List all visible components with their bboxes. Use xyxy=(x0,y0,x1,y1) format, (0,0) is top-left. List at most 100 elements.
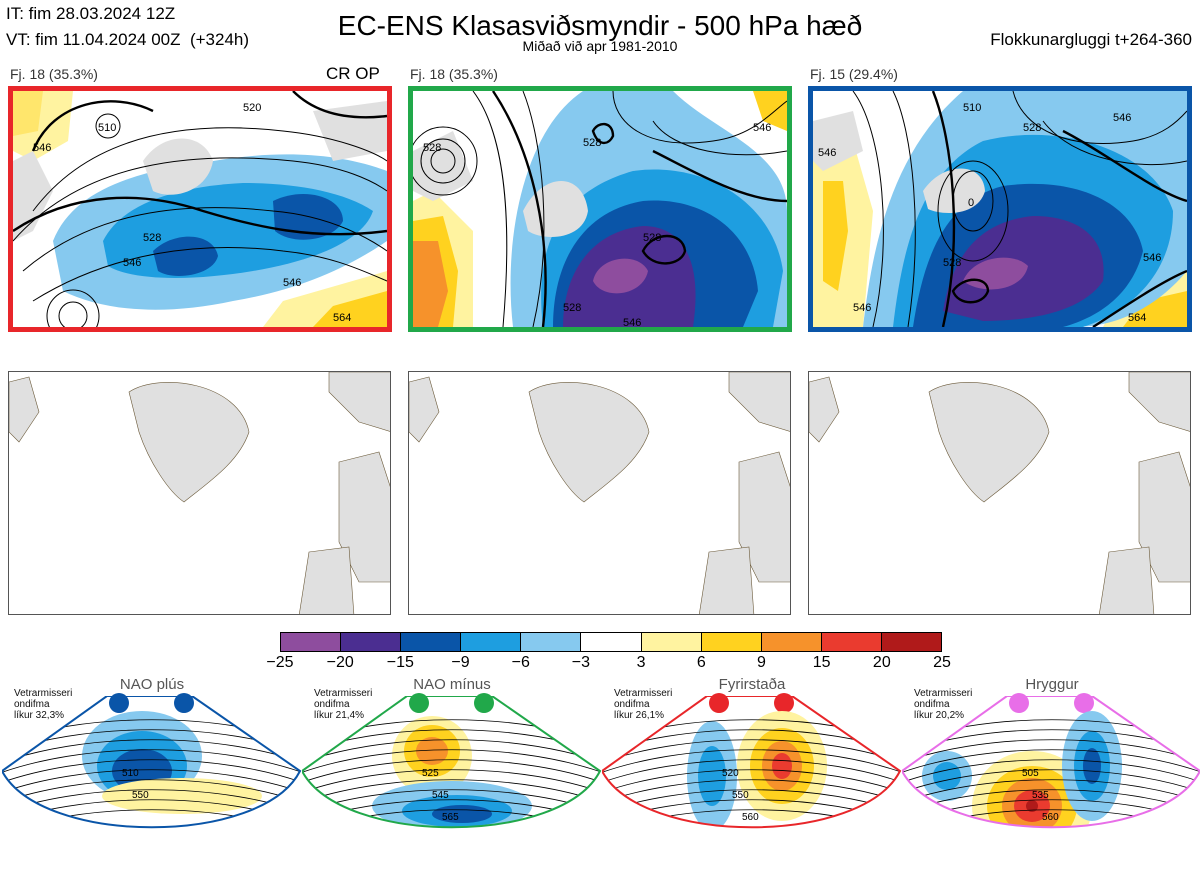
colorbar-segment xyxy=(701,633,762,651)
colorbar-tick-label: −3 xyxy=(571,654,591,671)
height-contour xyxy=(2,749,300,777)
empty-map-2 xyxy=(408,371,791,615)
regime-frame xyxy=(302,696,602,829)
regime-marker-dot xyxy=(774,693,794,713)
anomaly-area xyxy=(1026,800,1038,812)
height-contour xyxy=(602,749,900,777)
cluster-1-contour-label: 520 xyxy=(243,102,261,114)
colorbar-segment xyxy=(641,633,702,651)
height-contour xyxy=(2,759,300,787)
cluster-1-map: 546 528 510 546 546 564 520 xyxy=(8,86,392,332)
regime-meta-line: ondifma xyxy=(914,699,950,710)
regime-contour-label: 525 xyxy=(422,768,439,779)
regime-contour-label: 510 xyxy=(122,768,139,779)
height-contour xyxy=(902,779,1200,807)
cluster-3-contour-label: 564 xyxy=(1128,312,1146,324)
regime-contour-label: 560 xyxy=(742,812,759,823)
regime-meta-line: Vetrarmisseri xyxy=(314,688,373,699)
colorbar-tick-label: 20 xyxy=(872,654,891,671)
colorbar-tick-label: 6 xyxy=(696,654,706,671)
colorbar-segment xyxy=(461,633,522,651)
regime-title: NAO mínus xyxy=(413,676,491,693)
colorbar-tick-label: 25 xyxy=(933,654,951,671)
valid-time: VT: fim 11.04.2024 00Z (+324h) xyxy=(6,30,250,49)
regime-meta-line: líkur 32,3% xyxy=(14,710,65,721)
regime-map: 520 550 560 xyxy=(602,696,902,829)
cluster-1-contour-label: 564 xyxy=(333,312,351,324)
cluster-2-map: 528 528 546 528 546 528 xyxy=(408,86,792,332)
height-contour xyxy=(902,749,1200,777)
regime-meta-line: líkur 26,1% xyxy=(614,710,665,721)
anomaly-colorbar xyxy=(280,632,942,652)
cluster-3-contour-label: 528 xyxy=(943,257,961,269)
cluster-2-contour-label: 528 xyxy=(643,232,661,244)
regime-map: 525 545 565 xyxy=(302,696,602,829)
anomaly-area xyxy=(1083,748,1101,784)
colorbar-tick-label: 9 xyxy=(757,654,766,671)
regime-meta-line: Vetrarmisseri xyxy=(614,688,673,699)
colorbar-segment xyxy=(341,633,402,651)
colorbar-tick-label: −20 xyxy=(326,654,354,671)
cluster-3-contour-label: 0 xyxy=(968,197,974,209)
cluster-3-contour-label: 546 xyxy=(1143,252,1161,264)
regime-contour-label: 550 xyxy=(732,790,749,801)
cluster-2-contour-label: 528 xyxy=(583,137,601,149)
cluster-2-contour-label: 528 xyxy=(563,302,581,314)
regime-map: 510 550 xyxy=(2,696,302,829)
regime-contour-label: 535 xyxy=(1032,790,1049,801)
regime-title: Hryggur xyxy=(1025,676,1079,693)
regime-marker-dot xyxy=(474,693,494,713)
page-title: EC-ENS Klasasviðsmyndir - 500 hPa hæð xyxy=(337,10,863,41)
colorbar-segment xyxy=(761,633,822,651)
height-contour xyxy=(902,759,1200,787)
colorbar-tick-label: −25 xyxy=(266,654,294,671)
regime-contour-label: 550 xyxy=(132,790,149,801)
regime-meta-line: ondifma xyxy=(14,699,50,710)
height-contour xyxy=(302,759,600,787)
cluster-3-contour-label: 546 xyxy=(853,302,871,314)
cluster-1-contour-label: 546 xyxy=(123,257,141,269)
regime-meta-line: Vetrarmisseri xyxy=(914,688,973,699)
empty-map-1 xyxy=(8,371,391,615)
regime-marker-dot xyxy=(409,693,429,713)
cluster-1-contour-label: 546 xyxy=(33,142,51,154)
height-contour xyxy=(902,769,1200,797)
empty-map-3 xyxy=(808,371,1191,615)
regime-marker-dot xyxy=(174,693,194,713)
colorbar-segment xyxy=(401,633,462,651)
cluster-3-label: Fj. 15 (29.4%) xyxy=(810,66,898,82)
regime-contour-label: 545 xyxy=(432,790,449,801)
height-contour xyxy=(2,769,300,797)
cluster-1-contour-label: 528 xyxy=(143,232,161,244)
height-contour xyxy=(902,719,1200,747)
regime-contour-label: 520 xyxy=(722,768,739,779)
cluster-1-contour-label: 546 xyxy=(283,277,301,289)
regime-map: 505 535 560 xyxy=(902,696,1200,871)
colorbar-segment xyxy=(821,633,882,651)
classification-window: Flokkunargluggi t+264-360 xyxy=(990,30,1192,49)
colorbar-segment xyxy=(521,633,582,651)
colorbar-segment xyxy=(581,633,642,651)
regime-contour-label: 560 xyxy=(1042,812,1059,823)
colorbar-segment xyxy=(281,633,342,651)
anomaly-area xyxy=(416,737,448,765)
regime-contour-label: 505 xyxy=(1022,768,1039,779)
anomaly-area xyxy=(772,753,792,779)
cluster-3-map: 510 528 546 546 0 528 546 546 564 xyxy=(808,86,1192,332)
height-contour xyxy=(302,779,600,807)
page-subtitle: Miðað við apr 1981-2010 xyxy=(522,38,678,54)
height-contour xyxy=(602,779,900,807)
cluster-3-contour-label: 546 xyxy=(818,147,836,159)
anomaly-area xyxy=(432,805,492,823)
colorbar-tick-label: 15 xyxy=(812,654,831,671)
anomaly-area xyxy=(1012,866,1042,871)
regime-frame xyxy=(602,696,902,829)
cluster-2-label: Fj. 18 (35.3%) xyxy=(410,66,498,82)
height-contour xyxy=(2,809,300,828)
regime-frame xyxy=(2,696,302,829)
cluster-1-label: Fj. 18 (35.3%) xyxy=(10,66,98,82)
regime-meta-line: Vetrarmisseri xyxy=(14,688,73,699)
height-contour xyxy=(302,749,600,777)
height-contour xyxy=(602,759,900,787)
height-contour xyxy=(302,769,600,797)
